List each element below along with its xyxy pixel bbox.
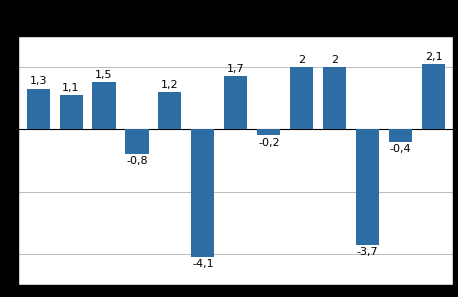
Bar [422, 64, 445, 129]
Bar [191, 129, 214, 257]
Text: 1,5: 1,5 [95, 70, 113, 80]
Bar [158, 92, 181, 129]
Text: 2: 2 [331, 55, 338, 65]
Bar [60, 95, 82, 129]
Bar [125, 129, 148, 154]
Bar [389, 129, 412, 142]
Bar [356, 129, 379, 245]
Text: 2: 2 [298, 55, 305, 65]
Text: 1,3: 1,3 [29, 76, 47, 86]
Bar [224, 76, 247, 129]
Text: 1,7: 1,7 [227, 64, 245, 74]
Text: 1,2: 1,2 [161, 80, 179, 90]
Text: -0,2: -0,2 [258, 138, 280, 148]
Text: -0,4: -0,4 [390, 144, 411, 154]
Text: -3,7: -3,7 [357, 247, 378, 257]
Bar [27, 89, 49, 129]
Text: -0,8: -0,8 [126, 156, 148, 166]
Text: -4,1: -4,1 [192, 259, 214, 269]
Bar [290, 67, 313, 129]
Bar [323, 67, 346, 129]
Bar [93, 82, 115, 129]
Text: 2,1: 2,1 [425, 51, 442, 61]
Bar [257, 129, 280, 135]
Text: 1,1: 1,1 [62, 83, 80, 93]
